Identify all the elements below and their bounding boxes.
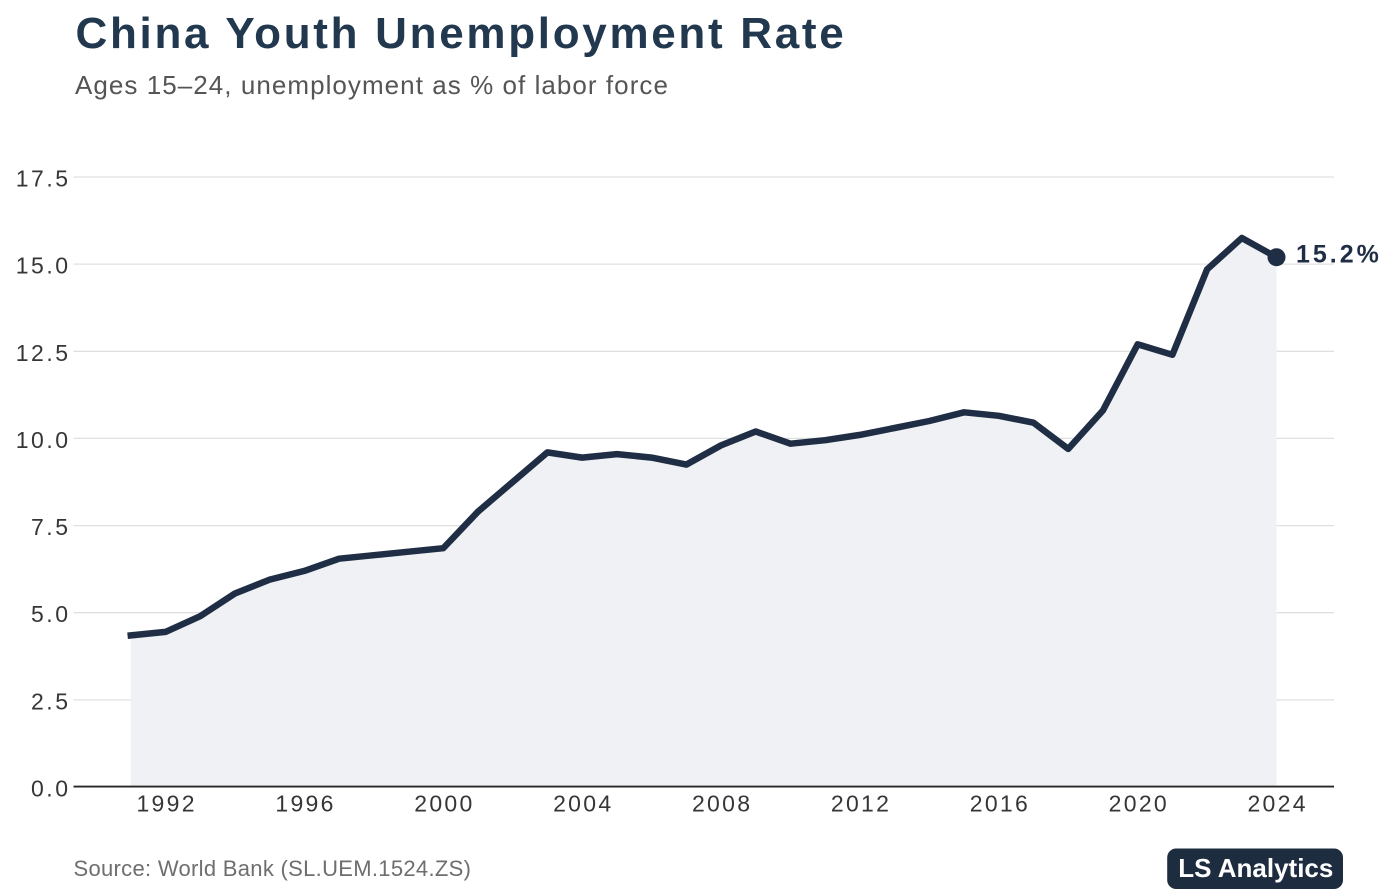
svg-text:2020: 2020 [1109,790,1169,816]
svg-text:17.5: 17.5 [16,166,71,192]
svg-text:2004: 2004 [553,790,613,816]
svg-text:5.0: 5.0 [31,601,70,627]
svg-text:15.2%: 15.2% [1296,241,1382,269]
svg-text:China Youth Unemployment Rate: China Youth Unemployment Rate [76,9,847,58]
svg-text:15.0: 15.0 [16,253,71,279]
svg-text:2.5: 2.5 [31,688,70,714]
svg-text:LS Analytics: LS Analytics [1178,853,1333,883]
svg-text:0.0: 0.0 [31,776,70,802]
svg-text:10.0: 10.0 [16,427,71,453]
svg-text:Source: World Bank (SL.UEM.152: Source: World Bank (SL.UEM.1524.ZS) [74,856,472,881]
svg-text:2008: 2008 [692,790,752,816]
svg-text:7.5: 7.5 [31,514,70,540]
svg-text:Ages 15–24, unemployment as %: Ages 15–24, unemployment as % of labor f… [75,70,669,100]
svg-text:2016: 2016 [970,790,1030,816]
svg-text:2012: 2012 [831,790,891,816]
svg-text:2000: 2000 [414,790,474,816]
svg-text:12.5: 12.5 [16,340,71,366]
svg-text:2024: 2024 [1247,790,1307,816]
svg-text:1992: 1992 [136,790,196,816]
svg-text:1996: 1996 [275,790,335,816]
